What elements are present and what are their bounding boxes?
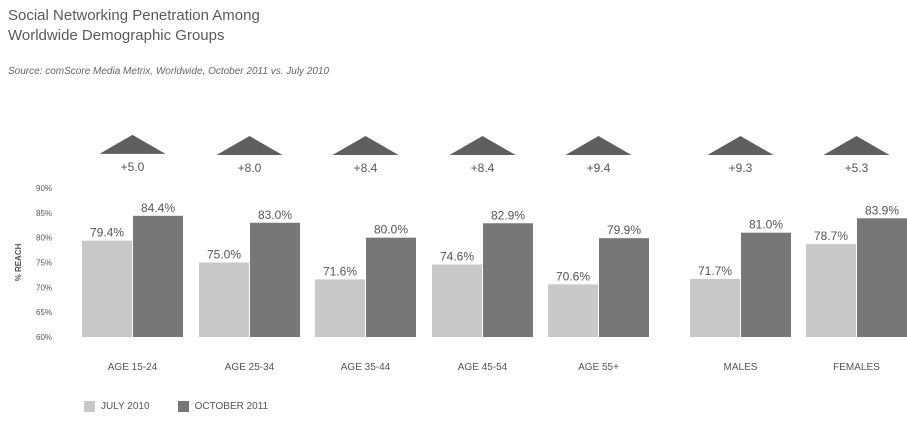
legend-label-july: JULY 2010	[101, 401, 150, 412]
data-label-july-2010: 71.6%	[323, 264, 357, 278]
increase-triangle-icon	[823, 136, 890, 155]
increase-triangle-icon	[707, 136, 774, 155]
data-label-october-2011: 81.0%	[749, 218, 783, 232]
legend-label-october: OCTOBER 2011	[194, 401, 269, 412]
chart-title-line-1: Social Networking Penetration Among	[8, 7, 260, 24]
y-tick-label: 60%	[36, 333, 52, 342]
category-label: AGE 55+	[578, 362, 619, 373]
increase-triangle-icon	[99, 134, 166, 154]
legend-swatch-october	[177, 401, 189, 412]
chart-title: Social Networking Penetration Among Worl…	[8, 6, 260, 46]
y-tick-label: 75%	[36, 259, 52, 268]
bar-july-2010	[315, 279, 365, 337]
change-label: +9.4	[587, 161, 611, 175]
data-label-july-2010: 79.4%	[90, 226, 124, 240]
increase-triangle-icon	[332, 136, 399, 155]
data-label-october-2011: 82.9%	[491, 208, 525, 222]
bar-july-2010	[548, 284, 598, 337]
legend-item-october: OCTOBER 2011	[177, 401, 269, 412]
y-tick-label: 70%	[36, 283, 52, 292]
increase-triangle-icon	[449, 136, 516, 155]
data-label-july-2010: 78.7%	[814, 229, 848, 243]
data-label-october-2011: 83.9%	[865, 203, 899, 217]
bar-october-2011	[133, 215, 183, 337]
chart-title-line-2: Worldwide Demographic Groups	[8, 27, 225, 44]
category-label: AGE 45-54	[458, 362, 508, 373]
y-tick-label: 85%	[36, 209, 52, 218]
data-label-october-2011: 84.4%	[141, 201, 175, 215]
data-label-july-2010: 70.6%	[556, 269, 590, 283]
y-axis-label: % REACH	[14, 243, 23, 281]
bar-october-2011	[483, 223, 533, 337]
increase-triangle-icon	[565, 136, 632, 155]
bar-july-2010	[199, 262, 249, 337]
bar-october-2011	[857, 218, 907, 337]
bar-october-2011	[250, 222, 300, 337]
change-label: +5.0	[121, 160, 145, 174]
data-label-july-2010: 75.0%	[207, 248, 241, 262]
data-label-july-2010: 74.6%	[440, 249, 474, 263]
y-tick-label: 90%	[36, 184, 52, 193]
source-note: Source: comScore Media Metrix, Worldwide…	[8, 66, 330, 77]
bar-october-2011	[599, 238, 649, 337]
legend: JULY 2010 OCTOBER 2011	[84, 401, 296, 412]
bar-july-2010	[806, 244, 856, 337]
increase-triangle-icon	[216, 136, 283, 155]
change-label: +8.4	[471, 161, 495, 175]
y-tick-label: 80%	[36, 234, 52, 243]
category-label: AGE 35-44	[341, 362, 391, 373]
legend-swatch-july	[84, 401, 95, 412]
legend-item-july: JULY 2010	[84, 401, 150, 412]
category-label: AGE 15-24	[108, 362, 158, 373]
data-label-october-2011: 80.0%	[374, 223, 408, 237]
bar-october-2011	[741, 232, 791, 337]
change-label: +5.3	[845, 161, 869, 175]
bar-july-2010	[432, 264, 482, 337]
data-label-october-2011: 79.9%	[607, 223, 641, 237]
y-tick-label: 65%	[36, 308, 52, 317]
category-label: FEMALES	[833, 362, 880, 373]
change-label: +9.3	[729, 161, 753, 175]
bar-july-2010	[82, 240, 132, 337]
change-label: +8.4	[354, 161, 378, 175]
data-label-july-2010: 71.7%	[698, 264, 732, 278]
change-label: +8.0	[238, 161, 262, 175]
category-label: MALES	[724, 362, 758, 373]
data-label-october-2011: 83.0%	[258, 208, 292, 222]
bar-october-2011	[366, 237, 416, 337]
category-label: AGE 25-34	[225, 362, 275, 373]
bar-july-2010	[690, 278, 740, 337]
